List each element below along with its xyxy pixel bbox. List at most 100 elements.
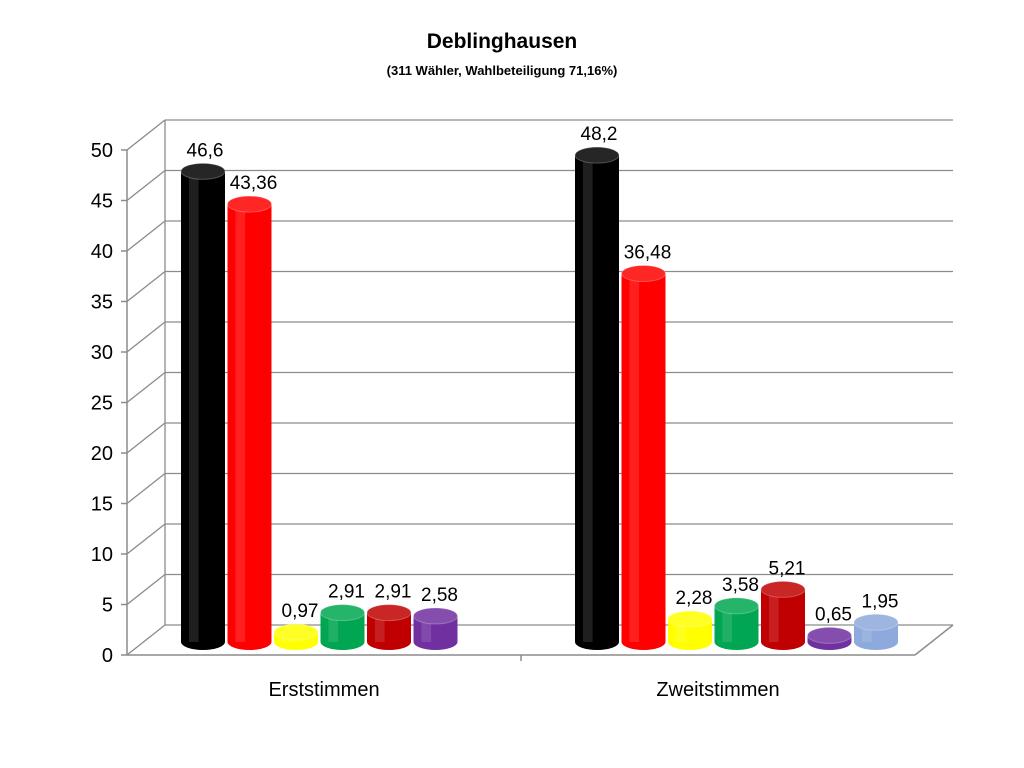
bar-top	[760, 580, 806, 598]
bar	[807, 626, 852, 650]
y-tick-label: 50	[91, 140, 113, 162]
bar-highlight	[328, 612, 339, 642]
bar-top	[180, 162, 226, 180]
floor-right-edge	[914, 624, 954, 656]
y-tick-label: 15	[91, 494, 113, 516]
bar-top	[273, 623, 319, 641]
bar-highlight	[861, 622, 872, 642]
bar	[180, 162, 226, 650]
bar	[366, 604, 412, 650]
plot-area	[126, 119, 954, 656]
bar-highlight	[374, 612, 385, 642]
data-label: 2,91	[375, 582, 412, 603]
bar-highlight	[722, 605, 733, 642]
x-category-label: Erststimmen	[268, 679, 379, 701]
bar-top-shine	[320, 604, 365, 621]
bar-body	[621, 273, 666, 650]
y-tick-label: 40	[91, 241, 113, 263]
y-tick-label: 5	[102, 595, 113, 617]
data-label: 46,6	[187, 140, 224, 161]
bar	[320, 604, 365, 650]
data-label: 5,21	[769, 558, 806, 579]
gridline-depth	[126, 321, 166, 353]
bar-top	[366, 604, 412, 622]
bar-highlight	[675, 618, 686, 642]
data-label: 0,97	[282, 601, 319, 622]
bar-series	[180, 146, 899, 650]
bar-top	[667, 610, 713, 628]
bar-top-shine	[575, 147, 619, 164]
bar-top-shine	[367, 604, 411, 621]
bar-top	[807, 626, 852, 644]
bar	[621, 265, 666, 650]
bar-highlight	[629, 273, 640, 642]
bar-top	[853, 613, 899, 631]
y-axis: 0 5 10 15 20 25 30 35 40 45 50	[91, 140, 128, 667]
bar-highlight	[235, 204, 246, 642]
bar-top-shine	[621, 265, 666, 282]
data-label: 48,2	[581, 124, 618, 145]
data-label: 1,95	[862, 591, 899, 612]
data-label: 36,48	[624, 243, 672, 264]
bar	[853, 613, 899, 650]
bar-top	[574, 146, 620, 164]
y-tick-label: 35	[91, 292, 113, 314]
bar-body	[413, 615, 458, 650]
bar-top	[320, 604, 365, 622]
bar-highlight	[421, 615, 432, 642]
bar-body	[367, 612, 411, 650]
bar	[667, 610, 713, 650]
gridline-depth	[126, 523, 166, 555]
bar-top-shine	[854, 614, 898, 631]
x-category-label: Zweitstimmen	[656, 679, 779, 701]
bar-highlight	[188, 171, 199, 642]
bar-top	[227, 195, 272, 213]
data-label: 3,58	[722, 575, 759, 596]
bar-top-shine	[807, 627, 852, 644]
bar-top	[621, 265, 666, 283]
gridline-depth	[126, 422, 166, 454]
data-label: 2,28	[676, 588, 713, 609]
bar	[227, 195, 272, 650]
data-labels: 46,6 43,36 0,97 2,91 2,91 2,58 48,2 36,48 2,28 3,…	[187, 124, 899, 625]
bar-top-shine	[668, 610, 712, 627]
y-tick-label: 10	[91, 544, 113, 566]
y-tick-label: 45	[91, 191, 113, 213]
y-tick-label: 25	[91, 393, 113, 415]
bar	[574, 146, 620, 650]
gridline-depth	[126, 573, 166, 606]
bar-top-shine	[227, 196, 272, 213]
bar-top	[714, 597, 759, 615]
bar	[714, 597, 759, 650]
bar-body	[227, 204, 272, 650]
bar-highlight	[582, 155, 593, 642]
bar	[413, 607, 458, 650]
gridline-depth	[126, 169, 166, 202]
bar-top-shine	[413, 607, 458, 624]
bar-highlight	[768, 589, 779, 642]
data-label: 2,58	[421, 585, 458, 606]
bar-top-shine	[274, 624, 318, 641]
bar-body	[320, 612, 365, 650]
chart-subtitle: (311 Wähler, Wahlbeteiligung 71,16%)	[386, 63, 618, 78]
gridline-depth	[126, 220, 166, 252]
bar-body	[575, 155, 619, 650]
data-label: 0,65	[815, 604, 852, 625]
gridline-depth	[126, 472, 166, 505]
gridline-depth	[126, 119, 166, 151]
data-label: 2,91	[328, 582, 365, 603]
bar-body	[668, 618, 712, 650]
bar-top-shine	[181, 163, 225, 180]
bar-top-shine	[761, 581, 805, 598]
bar	[273, 623, 319, 650]
y-tick-label: 20	[91, 443, 113, 465]
gridline-depth	[126, 371, 166, 404]
bar-body	[761, 589, 805, 650]
y-tick-label: 30	[91, 342, 113, 364]
bar-body	[714, 605, 759, 650]
bar-top-shine	[714, 597, 759, 614]
gridline-depth	[126, 270, 166, 303]
bar-top	[413, 607, 458, 625]
bar-body	[181, 171, 225, 650]
